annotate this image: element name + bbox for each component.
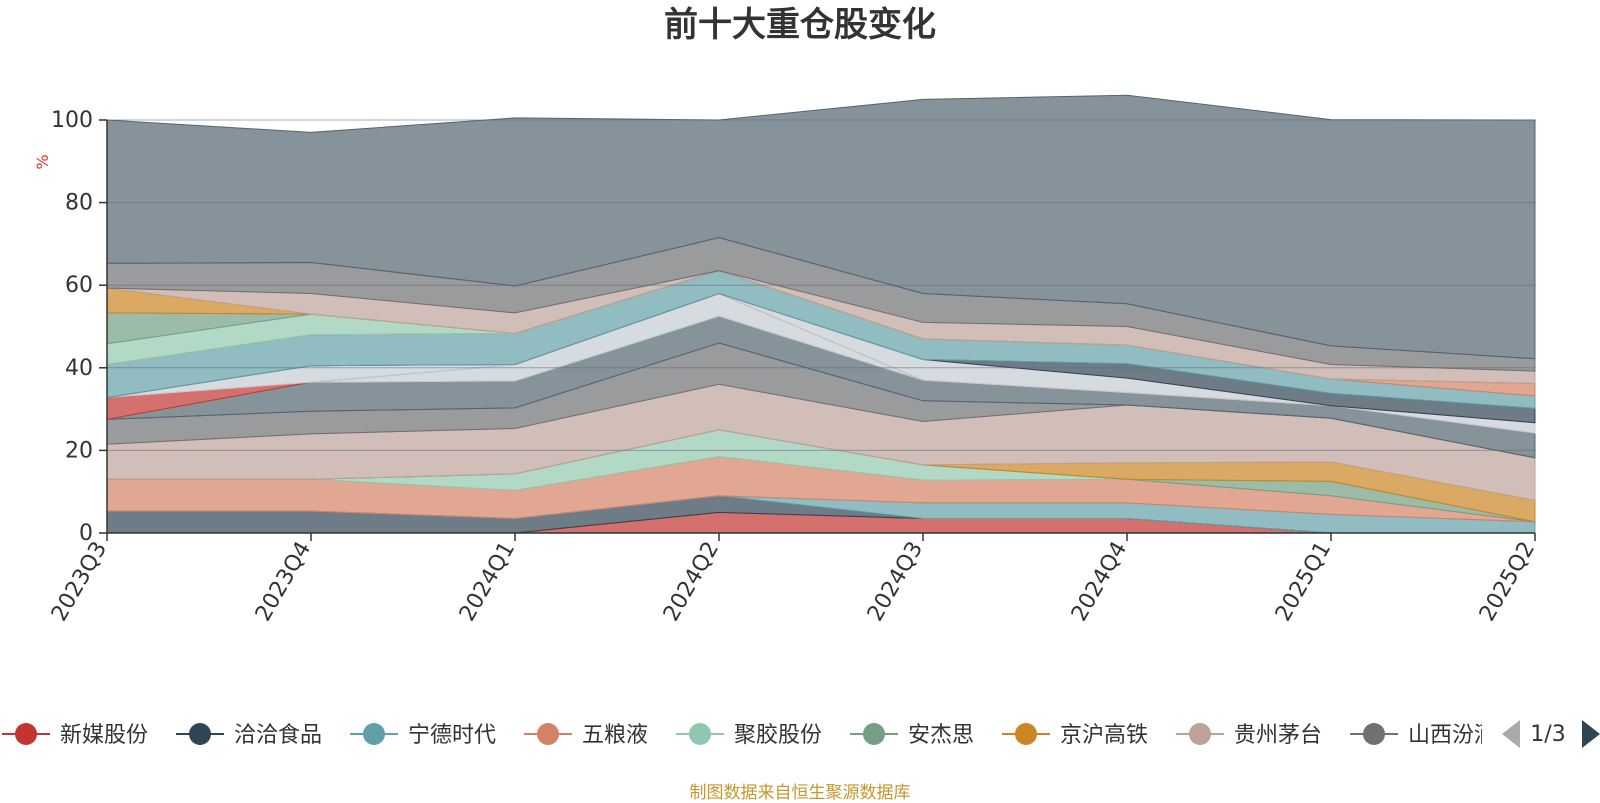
x-tick-label: 2024Q1 (455, 538, 520, 626)
legend-item[interactable]: 洽洽食品 (176, 723, 322, 748)
legend-marker (863, 723, 885, 745)
y-axis-label: % (33, 154, 52, 169)
legend-pager[interactable]: 1/3 (1502, 720, 1600, 748)
legend-item[interactable]: 京沪高铁 (1002, 723, 1148, 748)
legend-page-indicator: 1/3 (1530, 722, 1565, 747)
x-tick-label: 2025Q2 (1475, 538, 1540, 626)
x-tick-label: 2024Q2 (659, 538, 724, 626)
legend-label: 山西汾酒 (1408, 723, 1496, 748)
y-tick-label: 60 (65, 273, 93, 298)
area-series-group (106, 94, 1536, 534)
legend-marker (689, 723, 711, 745)
legend-label: 京沪高铁 (1060, 723, 1148, 748)
x-tick-label: 2023Q3 (47, 538, 112, 626)
x-tick-label: 2025Q1 (1271, 538, 1336, 626)
area-series-22 (106, 94, 1536, 360)
legend-marker (363, 723, 385, 745)
legend-item[interactable]: 聚胶股份 (676, 723, 822, 748)
x-tick-label: 2024Q3 (863, 538, 928, 626)
y-tick-label: 20 (65, 438, 93, 463)
legend[interactable]: 新媒股份 洽洽食品 宁德时代 五粮液 聚胶股份 安杰思 京沪高铁 贵州茅台 山西汾酒 (2, 723, 1496, 748)
legend-marker (15, 723, 37, 745)
legend-marker (1363, 723, 1385, 745)
legend-marker (1015, 723, 1037, 745)
chart-title: 前十大重仓股变化 (664, 5, 936, 45)
legend-label: 安杰思 (908, 723, 974, 748)
x-tick-label: 2024Q4 (1067, 538, 1132, 626)
legend-label: 新媒股份 (60, 723, 148, 748)
data-source-note: 制图数据来自恒生聚源数据库 (689, 783, 911, 803)
legend-label: 洽洽食品 (234, 723, 322, 748)
y-tick-label: 40 (65, 356, 93, 381)
legend-next-icon[interactable] (1582, 720, 1600, 748)
x-tick-label: 2023Q4 (251, 538, 316, 626)
y-tick-label: 80 (65, 191, 93, 216)
y-tick-label: 100 (51, 108, 93, 133)
legend-marker (189, 723, 211, 745)
legend-item[interactable]: 新媒股份 (2, 723, 148, 748)
legend-label: 宁德时代 (408, 723, 496, 748)
legend-item[interactable]: 山西汾酒 (1350, 723, 1496, 748)
legend-marker (537, 723, 559, 745)
legend-label: 聚胶股份 (734, 723, 822, 748)
legend-item[interactable]: 宁德时代 (350, 723, 496, 748)
y-tick-label: 0 (79, 521, 93, 546)
legend-prev-icon[interactable] (1502, 720, 1520, 748)
legend-item[interactable]: 贵州茅台 (1176, 723, 1322, 748)
legend-label: 贵州茅台 (1234, 723, 1322, 748)
legend-item[interactable]: 五粮液 (524, 723, 648, 748)
legend-marker (1189, 723, 1211, 745)
legend-item[interactable]: 安杰思 (850, 723, 974, 748)
legend-label: 五粮液 (582, 723, 648, 748)
